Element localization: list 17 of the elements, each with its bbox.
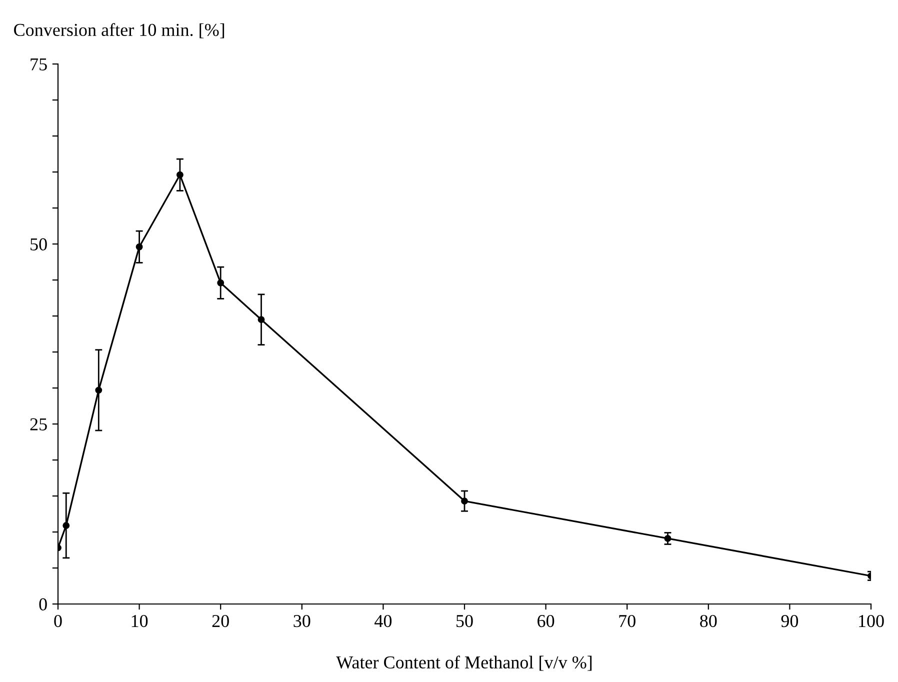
y-tick-label: 50 — [30, 238, 47, 250]
y-tick-label: 75 — [30, 58, 47, 70]
x-tick-label: 0 — [54, 614, 62, 628]
y-tick-label: 0 — [39, 598, 47, 610]
x-axis-title: Water Content of Methanol [v/v %] — [336, 656, 592, 671]
x-tick-label: 30 — [294, 614, 310, 628]
x-tick-label: 90 — [781, 614, 798, 628]
x-tick-label: 20 — [212, 614, 229, 628]
x-tick-label: 60 — [538, 614, 554, 628]
x-tick-label: 10 — [132, 614, 148, 628]
x-tick-label: 100 — [859, 614, 884, 628]
x-tick-label: 40 — [374, 614, 392, 628]
x-tick-label: 50 — [456, 614, 473, 628]
x-tick-label: 70 — [619, 614, 636, 628]
y-axis-title: Conversion after 10 min. [%] — [14, 23, 224, 38]
x-tick-label: 80 — [700, 614, 717, 628]
y-tick-label: 25 — [30, 418, 47, 430]
